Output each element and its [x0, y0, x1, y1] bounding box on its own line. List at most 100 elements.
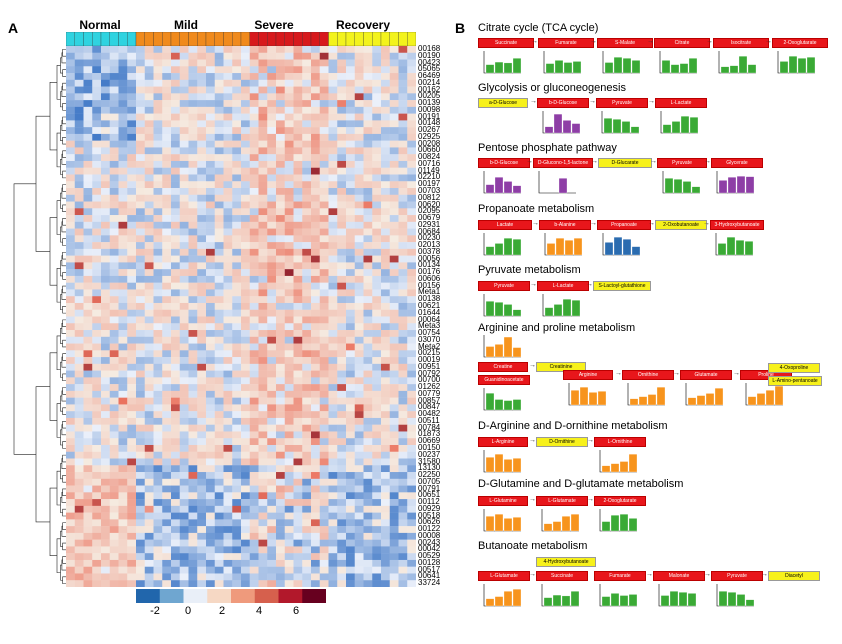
- heatmap-cell: [363, 343, 373, 351]
- heatmap-cell: [337, 478, 347, 486]
- mini-bar: [622, 239, 632, 256]
- mini-bar: [485, 301, 495, 317]
- heatmap-cell: [101, 451, 110, 459]
- heatmap-cell: [92, 275, 102, 283]
- heatmap-cell: [83, 188, 93, 195]
- heatmap-cell: [354, 377, 364, 385]
- heatmap-cell: [319, 73, 329, 81]
- heatmap-cell: [179, 492, 189, 500]
- heatmap-cell: [381, 120, 390, 128]
- heatmap-cell: [232, 79, 242, 87]
- heatmap-cell: [407, 59, 416, 67]
- colorbar-tick-label: -2: [150, 605, 160, 617]
- heatmap-cell: [381, 309, 390, 317]
- heatmap-cell: [381, 553, 390, 561]
- heatmap-cell: [241, 512, 250, 520]
- mini-bar-chart: [483, 388, 522, 411]
- heatmap-cell: [337, 269, 347, 277]
- heatmap-cell: [171, 221, 180, 229]
- heatmap-cell: [258, 350, 268, 358]
- heatmap-cell: [153, 133, 163, 141]
- group-bar-cell: [214, 32, 224, 47]
- heatmap-cell: [398, 174, 408, 182]
- heatmap-cell: [276, 357, 285, 365]
- heatmap-cell: [302, 539, 312, 547]
- heatmap-cell: [407, 465, 416, 473]
- heatmap-cell: [346, 154, 355, 162]
- heatmap-cell: [284, 492, 294, 500]
- group-bar-cell: [92, 32, 102, 47]
- heatmap-cell: [92, 282, 102, 290]
- group-bar-cell: [310, 32, 320, 47]
- heatmap-cell: [354, 106, 364, 114]
- heatmap-cell: [284, 316, 294, 324]
- heatmap-cell: [389, 553, 399, 561]
- heatmap-cell: [136, 275, 145, 283]
- heatmap-cell: [276, 120, 285, 128]
- heatmap-cell: [223, 458, 233, 466]
- heatmap-cell: [319, 451, 329, 459]
- heatmap-cell: [153, 566, 163, 574]
- heatmap-cell: [293, 228, 303, 236]
- heatmap-cell: [118, 275, 128, 283]
- heatmap-cell: [101, 546, 110, 554]
- heatmap-cell: [171, 215, 180, 223]
- heatmap-cell: [162, 330, 172, 337]
- heatmap-cell: [214, 580, 224, 587]
- heatmap-cell: [127, 296, 137, 304]
- heatmap-cell: [232, 431, 242, 439]
- heatmap-cell: [171, 411, 180, 419]
- heatmap-cell: [118, 46, 128, 53]
- heatmap-cell: [328, 390, 338, 398]
- heatmap-cell: [66, 343, 75, 351]
- heatmap-cell: [109, 269, 119, 277]
- heatmap-cell: [188, 215, 198, 223]
- heatmap-cell: [74, 221, 84, 229]
- heatmap-cell: [372, 580, 382, 587]
- heatmap-cell: [319, 127, 329, 135]
- heatmap-cell: [232, 478, 242, 486]
- heatmap-cell: [337, 167, 347, 175]
- heatmap-cell: [136, 106, 145, 114]
- heatmap-cell: [337, 282, 347, 290]
- heatmap-cell: [188, 289, 198, 297]
- heatmap-cell: [241, 350, 250, 358]
- heatmap-cell: [372, 465, 382, 473]
- heatmap-cell: [389, 411, 399, 419]
- heatmap-cell: [337, 580, 347, 587]
- heatmap-cell: [249, 559, 259, 567]
- metabolite-node: 2-Oxoglutarate: [772, 38, 828, 48]
- heatmap-cell: [381, 444, 390, 452]
- heatmap-cell: [144, 46, 154, 53]
- heatmap-cell: [241, 566, 250, 574]
- arrow-icon: →: [765, 38, 772, 45]
- heatmap-cell: [109, 248, 119, 256]
- heatmap-cell: [284, 296, 294, 304]
- heatmap-cell: [74, 248, 84, 256]
- heatmap-cell: [319, 566, 329, 574]
- heatmap-cell: [372, 208, 382, 216]
- heatmap-cell: [109, 519, 119, 527]
- heatmap-cell: [311, 390, 320, 398]
- heatmap-cell: [127, 417, 137, 425]
- heatmap-cell: [197, 133, 207, 141]
- mini-bar-chart: [627, 383, 666, 406]
- heatmap-cell: [179, 113, 189, 121]
- heatmap-cell: [293, 323, 303, 331]
- heatmap-cell: [153, 228, 163, 236]
- heatmap-cell: [223, 215, 233, 223]
- heatmap-cell: [83, 546, 93, 554]
- heatmap-cell: [381, 417, 390, 425]
- heatmap-row-label: 00064: [418, 314, 441, 324]
- heatmap-cell: [74, 424, 84, 432]
- heatmap-cell: [197, 201, 207, 209]
- heatmap-cell: [267, 363, 277, 371]
- heatmap-cell: [109, 465, 119, 473]
- heatmap-cell: [319, 336, 329, 344]
- heatmap-cell: [162, 255, 172, 263]
- heatmap-cell: [127, 228, 137, 236]
- heatmap-cell: [101, 242, 110, 250]
- heatmap-cell: [74, 215, 84, 223]
- heatmap-cell: [101, 79, 110, 87]
- heatmap-cell: [66, 194, 75, 202]
